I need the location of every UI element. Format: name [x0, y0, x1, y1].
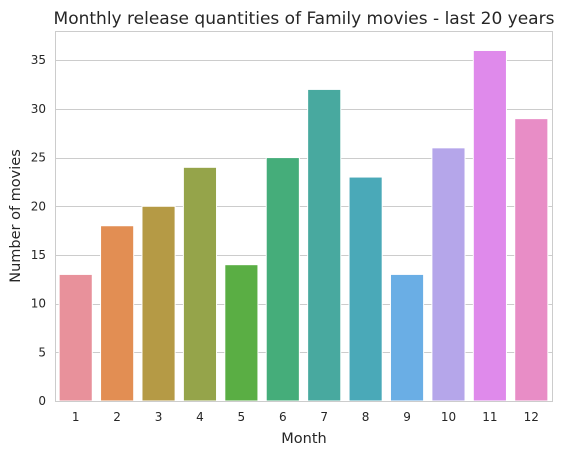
y-tick-label: 35 [31, 53, 46, 67]
bar-month-7 [307, 88, 342, 402]
bar-month-12 [514, 118, 549, 402]
y-tick-label: 20 [31, 199, 46, 213]
bar-month-6 [265, 157, 300, 402]
y-tick-label: 15 [31, 248, 46, 262]
x-tick-label: 9 [403, 410, 411, 424]
gridlines [55, 60, 552, 402]
bar-month-8 [348, 176, 383, 402]
x-tick-label: 11 [482, 410, 497, 424]
x-tick-label: 3 [155, 410, 163, 424]
y-tick-label: 5 [38, 345, 46, 359]
bar-month-10 [431, 147, 466, 402]
bar-month-1 [58, 273, 93, 402]
x-tick-label: 10 [441, 410, 456, 424]
bars [58, 49, 549, 402]
y-tick-label: 0 [38, 394, 46, 408]
bar-month-11 [472, 49, 507, 402]
bar-month-4 [182, 166, 218, 402]
bar-month-2 [100, 225, 135, 402]
bar-month-9 [389, 273, 425, 402]
y-tick-label: 25 [31, 151, 46, 165]
x-tick-label: 12 [524, 410, 539, 424]
x-tick-label: 7 [320, 410, 328, 424]
y-tick-label: 10 [31, 297, 46, 311]
y-axis-label: Number of movies [8, 149, 24, 283]
x-axis-label: Month [281, 431, 326, 447]
x-tick-label: 6 [279, 410, 287, 424]
y-tick-labels: 0 5 10 15 20 25 30 35 [31, 53, 46, 408]
x-tick-label: 1 [72, 410, 80, 424]
x-tick-label: 4 [196, 410, 204, 424]
bar-month-5 [224, 264, 259, 402]
x-tick-label: 2 [113, 410, 121, 424]
bar-month-3 [141, 205, 176, 402]
plot-frame [55, 31, 553, 402]
x-tick-label: 8 [362, 410, 370, 424]
y-tick-label: 30 [31, 102, 46, 116]
chart-title: Monthly release quantities of Family mov… [54, 9, 555, 29]
x-tick-labels: 1 2 3 4 5 6 7 8 9 10 11 12 [72, 410, 539, 424]
x-tick-label: 5 [238, 410, 246, 424]
